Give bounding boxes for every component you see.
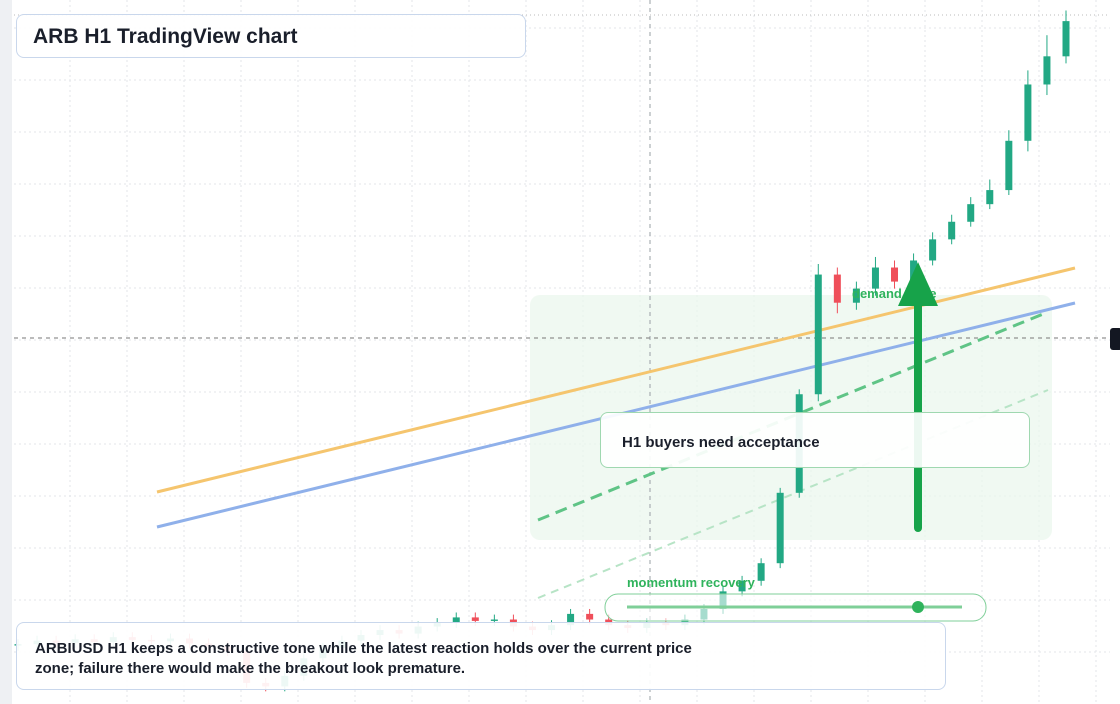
candle-body	[490, 619, 498, 621]
candle-body	[967, 204, 975, 222]
price-tab	[1110, 328, 1120, 350]
candle-body	[567, 613, 575, 626]
candle-body	[891, 267, 899, 282]
candle-body	[833, 274, 841, 303]
candle-body	[586, 613, 594, 620]
channel-line	[537, 389, 1049, 599]
title-box: ARB H1 TradingView chart	[16, 14, 526, 58]
callout: H1 buyers need acceptance	[622, 434, 820, 451]
note-box: ARBIUSD H1 keeps a constructive tone whi…	[16, 622, 946, 690]
candle-body	[1043, 56, 1051, 85]
candle-body	[1005, 140, 1013, 191]
left-edge	[0, 0, 12, 704]
candle-body	[986, 190, 994, 205]
candle-body	[776, 492, 784, 564]
title: ARB H1 TradingView chart	[33, 25, 298, 48]
candle-body	[471, 617, 479, 621]
momentum-knob	[912, 601, 924, 613]
candle-body	[929, 239, 937, 261]
callout-box: H1 buyers need acceptance	[600, 412, 1030, 468]
candle-body	[852, 288, 860, 303]
candle-body	[948, 221, 956, 240]
candle-body	[1024, 84, 1032, 141]
candle-body	[452, 617, 460, 624]
candle-body	[1062, 21, 1070, 57]
note: ARBIUSD H1 keeps a constructive tone whi…	[35, 640, 692, 677]
candle-body	[871, 267, 879, 289]
candle-body	[757, 563, 765, 581]
momentum-label: momentum recovery	[627, 575, 756, 590]
arrow-head	[898, 262, 938, 306]
candle-body	[738, 580, 746, 592]
candle-body	[814, 274, 822, 395]
candle-body	[910, 260, 918, 282]
